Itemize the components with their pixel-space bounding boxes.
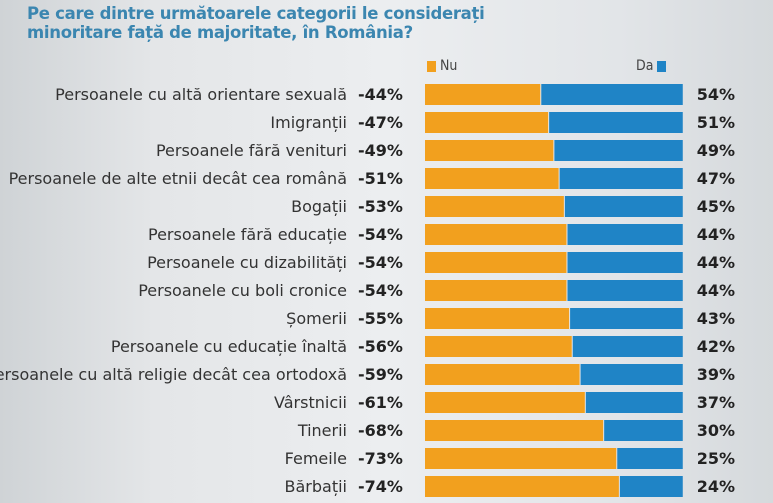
bar-nu (425, 476, 619, 497)
nu-value-label: -54% (358, 281, 403, 300)
nu-value-label: -44% (358, 85, 403, 104)
bar-nu (425, 448, 617, 469)
category-label: Persoanele cu altă religie decât cea ort… (0, 365, 347, 384)
bar-nu (425, 364, 580, 385)
bar-nu (425, 280, 567, 301)
legend-swatch-da (657, 60, 667, 72)
bar-da (585, 392, 683, 413)
bar-da (567, 224, 683, 245)
bar-nu (425, 84, 541, 105)
da-value-label: 24% (697, 477, 735, 496)
da-value-label: 42% (697, 337, 735, 356)
category-label: Vârstnicii (274, 393, 347, 412)
category-label: Persoanele cu boli cronice (138, 281, 347, 300)
da-value-label: 54% (697, 85, 735, 104)
bar-da (541, 84, 683, 105)
legend-label-da: Da (636, 58, 654, 74)
bar-da (567, 252, 683, 273)
chart-title: Pe care dintre următoarele categorii le … (27, 4, 485, 42)
category-label: Femeile (285, 449, 347, 468)
bar-nu (425, 308, 570, 329)
nu-value-label: -74% (358, 477, 403, 496)
bar-da (554, 140, 683, 161)
category-label: Persoanele cu dizabilități (147, 253, 347, 272)
category-label: Persoanele de alte etnii decât cea român… (9, 169, 347, 188)
nu-value-label: -47% (358, 113, 403, 132)
da-value-label: 30% (697, 421, 735, 440)
bar-da (564, 196, 683, 217)
nu-value-label: -73% (358, 449, 403, 468)
category-label: Tinerii (297, 421, 347, 440)
bar-da (617, 448, 683, 469)
nu-value-label: -56% (358, 337, 403, 356)
nu-value-label: -54% (358, 225, 403, 244)
category-label: Persoanele cu altă orientare sexuală (55, 85, 347, 104)
nu-value-label: -55% (358, 309, 403, 328)
legend-item-nu: Nu (427, 58, 457, 74)
da-value-label: 44% (697, 253, 735, 272)
bar-da (559, 168, 683, 189)
bar-nu (425, 168, 559, 189)
legend-swatch-nu (427, 60, 436, 72)
bar-nu (425, 140, 554, 161)
da-value-label: 39% (697, 365, 735, 384)
bar-da (604, 420, 683, 441)
bar-nu (425, 196, 564, 217)
da-value-label: 43% (697, 309, 735, 328)
da-value-label: 37% (697, 393, 735, 412)
bar-nu (425, 420, 604, 441)
category-label: Persoanele fără educație (148, 225, 347, 244)
bar-da (567, 280, 683, 301)
legend-item-da: Da (636, 58, 667, 74)
nu-value-label: -51% (358, 169, 403, 188)
da-value-label: 44% (697, 281, 735, 300)
bar-da (619, 476, 683, 497)
category-label: Imigranții (270, 113, 347, 132)
nu-value-label: -68% (358, 421, 403, 440)
da-value-label: 25% (697, 449, 735, 468)
nu-value-label: -53% (358, 197, 403, 216)
bar-da (570, 308, 683, 329)
category-label: Bogații (291, 197, 347, 216)
nu-value-label: -49% (358, 141, 403, 160)
bar-da (572, 336, 683, 357)
da-value-label: 45% (697, 197, 735, 216)
bar-da (580, 364, 683, 385)
category-label: Persoanele fără venituri (156, 141, 347, 160)
category-label: Persoanele cu educație înaltă (111, 337, 347, 356)
da-value-label: 44% (697, 225, 735, 244)
category-label: Bărbații (285, 477, 347, 496)
bar-nu (425, 392, 585, 413)
bar-nu (425, 224, 567, 245)
da-value-label: 47% (697, 169, 735, 188)
da-value-label: 49% (697, 141, 735, 160)
bar-nu (425, 336, 572, 357)
legend-label-nu: Nu (440, 58, 458, 74)
nu-value-label: -54% (358, 253, 403, 272)
bar-nu (425, 252, 567, 273)
da-value-label: 51% (697, 113, 735, 132)
category-label: Șomerii (286, 309, 347, 328)
nu-value-label: -61% (358, 393, 403, 412)
bar-da (549, 112, 683, 133)
bar-nu (425, 112, 549, 133)
nu-value-label: -59% (358, 365, 403, 384)
